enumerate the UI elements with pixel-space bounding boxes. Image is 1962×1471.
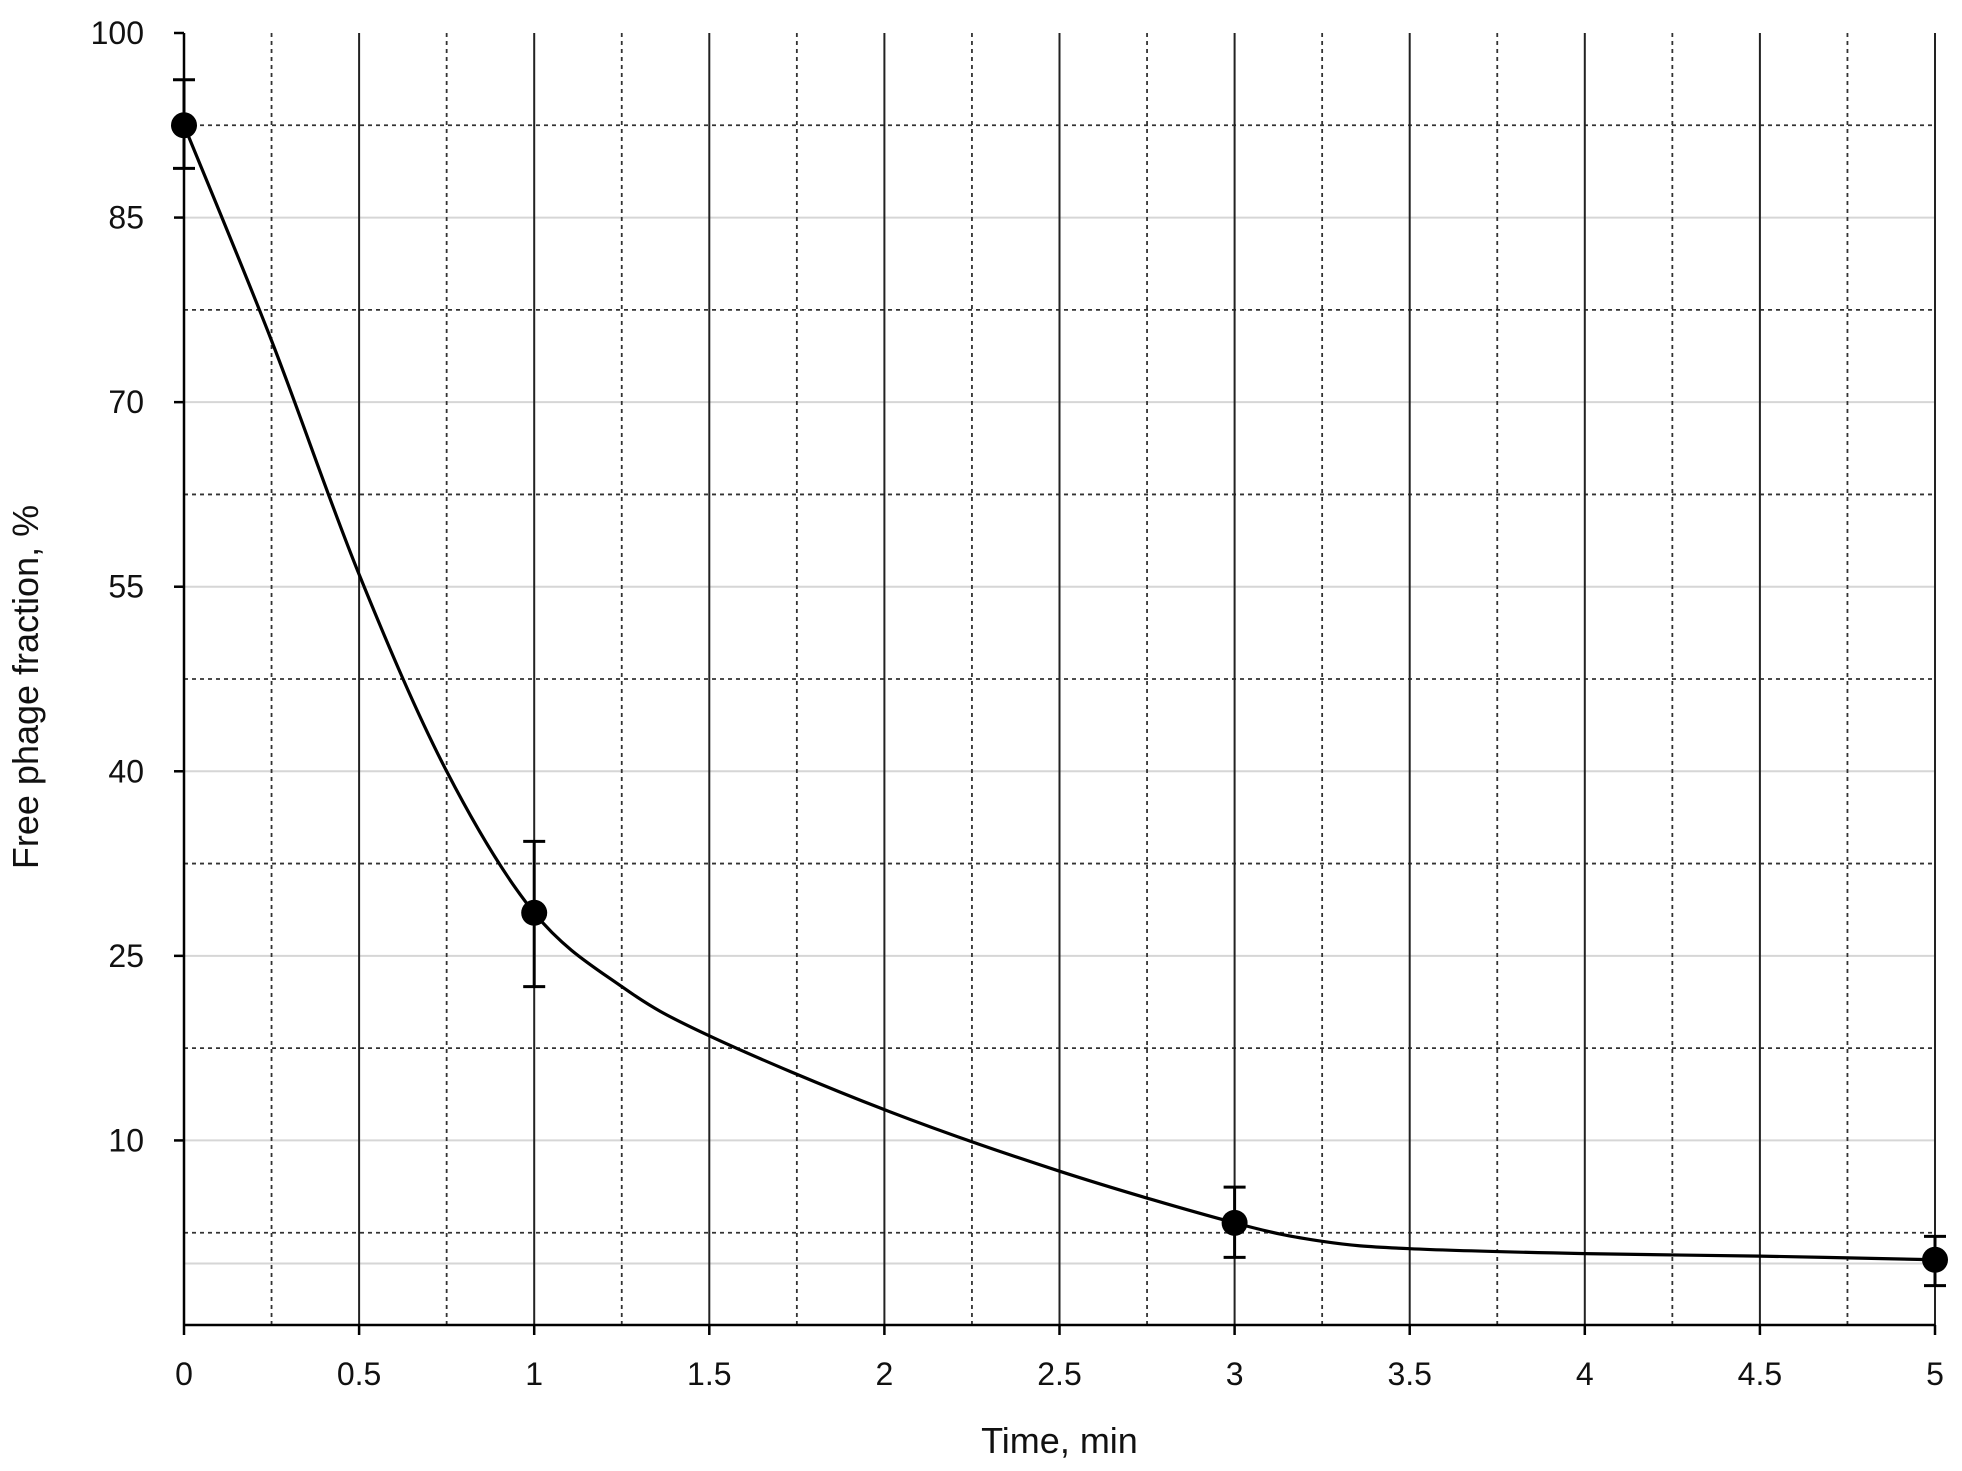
x-tick-label: 3 <box>1226 1356 1244 1392</box>
x-tick-label: 3.5 <box>1387 1356 1431 1392</box>
major-vertical-grid <box>358 33 1936 1325</box>
data-point <box>171 112 197 139</box>
x-tick-label: 1.5 <box>687 1356 731 1392</box>
ticks <box>174 31 1937 1335</box>
x-tick-label: 1 <box>525 1356 543 1392</box>
data-point <box>1221 1209 1248 1236</box>
y-tick-label: 85 <box>108 200 144 236</box>
data-markers <box>171 112 1948 1273</box>
fit-curve <box>182 124 1936 1262</box>
y-axis-title: Free phage fraction, % <box>5 505 46 869</box>
x-axis-title: Time, min <box>981 1420 1138 1461</box>
y-tick-label: 10 <box>108 1122 144 1158</box>
x-tick-label: 0 <box>175 1356 193 1392</box>
x-tick-label: 0.5 <box>337 1356 381 1392</box>
x-tick-label: 2.5 <box>1037 1356 1081 1392</box>
y-tick-label: 100 <box>91 15 144 51</box>
y-tick-label: 70 <box>108 384 144 420</box>
x-tick-label: 4.5 <box>1738 1356 1782 1392</box>
y-tick-label: 55 <box>108 569 144 605</box>
x-tick-label: 2 <box>876 1356 894 1392</box>
data-point <box>521 899 548 926</box>
y-tick-label: 40 <box>108 753 144 789</box>
x-tick-label: 5 <box>1926 1356 1944 1392</box>
data-point <box>1922 1246 1948 1273</box>
y-tick-label: 25 <box>108 938 144 974</box>
x-tick-label: 4 <box>1576 1356 1594 1392</box>
tick-labels: 0 0.5 1 1.5 2 2.5 3 3.5 4 4.5 5 10 25 40 55 70 85 100 <box>91 15 1944 1392</box>
